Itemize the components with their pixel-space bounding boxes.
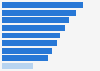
Bar	[2, 10, 76, 16]
Bar	[2, 48, 52, 54]
Bar	[2, 25, 65, 31]
Bar	[2, 33, 60, 38]
Bar	[2, 55, 48, 61]
Bar	[2, 2, 83, 8]
Bar	[2, 40, 56, 46]
Bar	[2, 17, 69, 23]
Bar	[2, 63, 33, 69]
